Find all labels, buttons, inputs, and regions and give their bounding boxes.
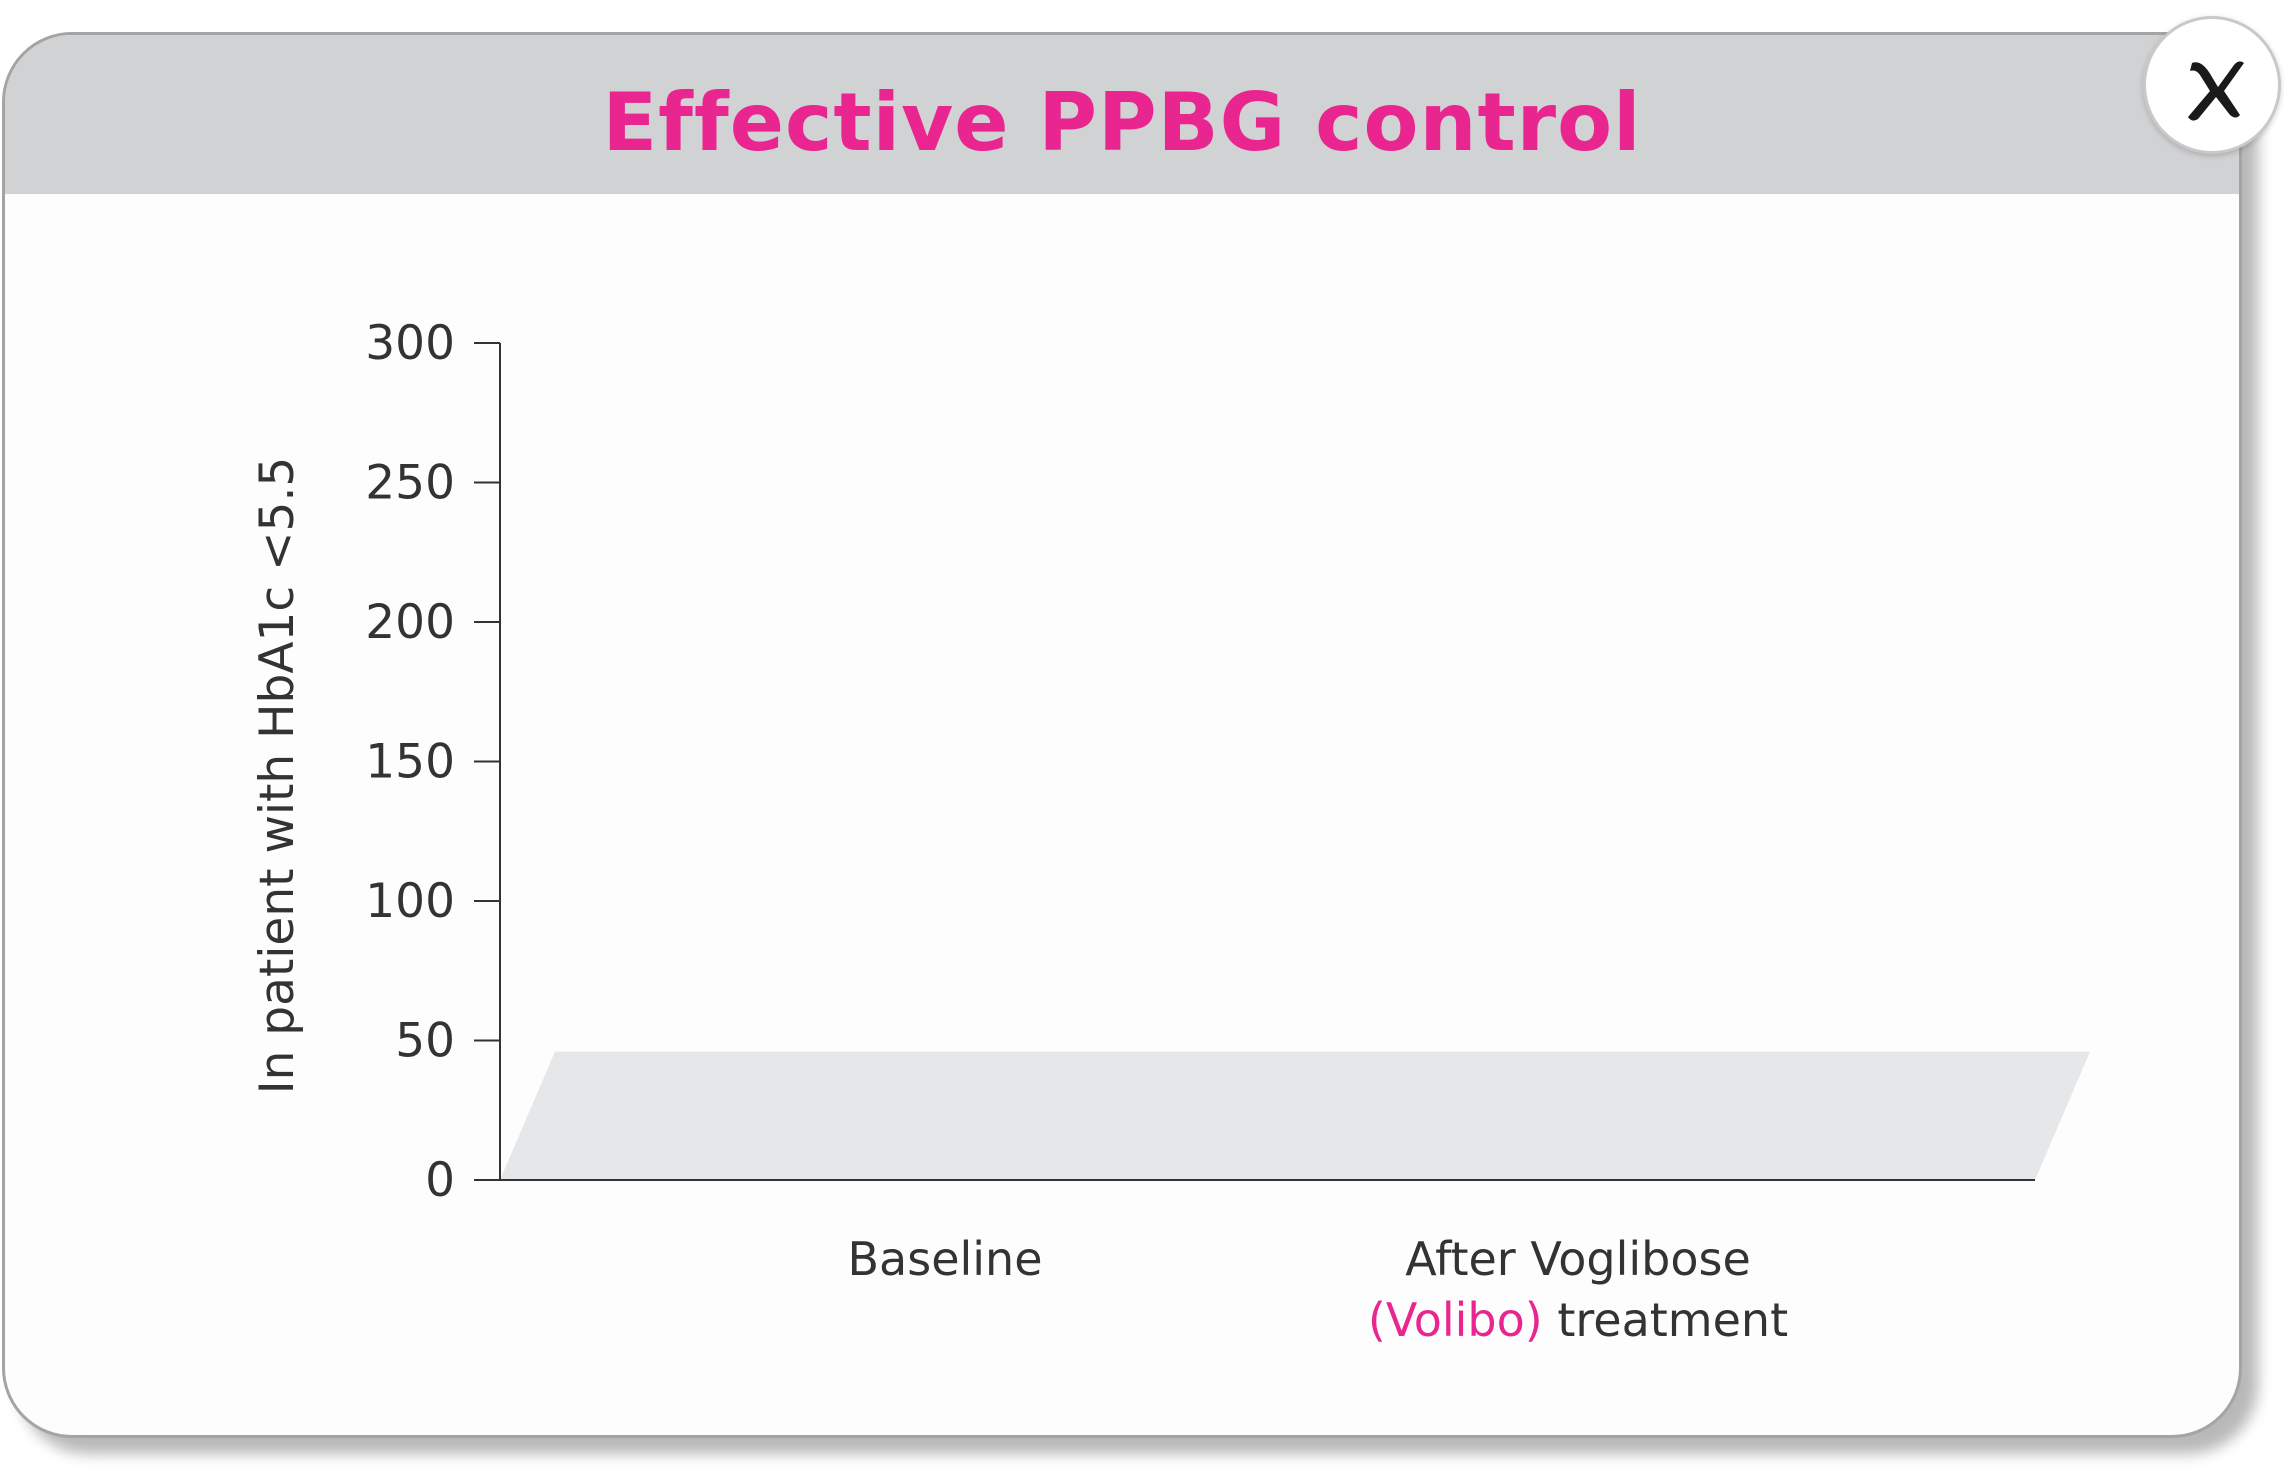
y-tick-label: 0 [425, 1153, 455, 1208]
chart-card: Effective PPBG control [2, 32, 2242, 1438]
x-category-label: (Volibo) treatment [1368, 1293, 1788, 1347]
y-tick-label: 250 [365, 456, 455, 511]
close-icon [2188, 61, 2244, 121]
chart-floor [500, 1051, 2090, 1180]
y-tick-label: 100 [365, 874, 455, 929]
y-tick-label: 200 [365, 595, 455, 650]
y-tick-label: 300 [365, 316, 455, 371]
y-tick-label: 50 [395, 1014, 455, 1069]
x-category-label: Baseline [847, 1232, 1042, 1286]
x-category-label: After Voglibose [1405, 1232, 1751, 1286]
chart-title: Effective PPBG control [602, 76, 1642, 169]
card-header: Effective PPBG control [5, 35, 2239, 194]
close-button[interactable] [2143, 16, 2281, 154]
y-axis-title: In patient with HbA1c <5.5 [250, 457, 305, 1095]
y-tick-label: 150 [365, 735, 455, 790]
